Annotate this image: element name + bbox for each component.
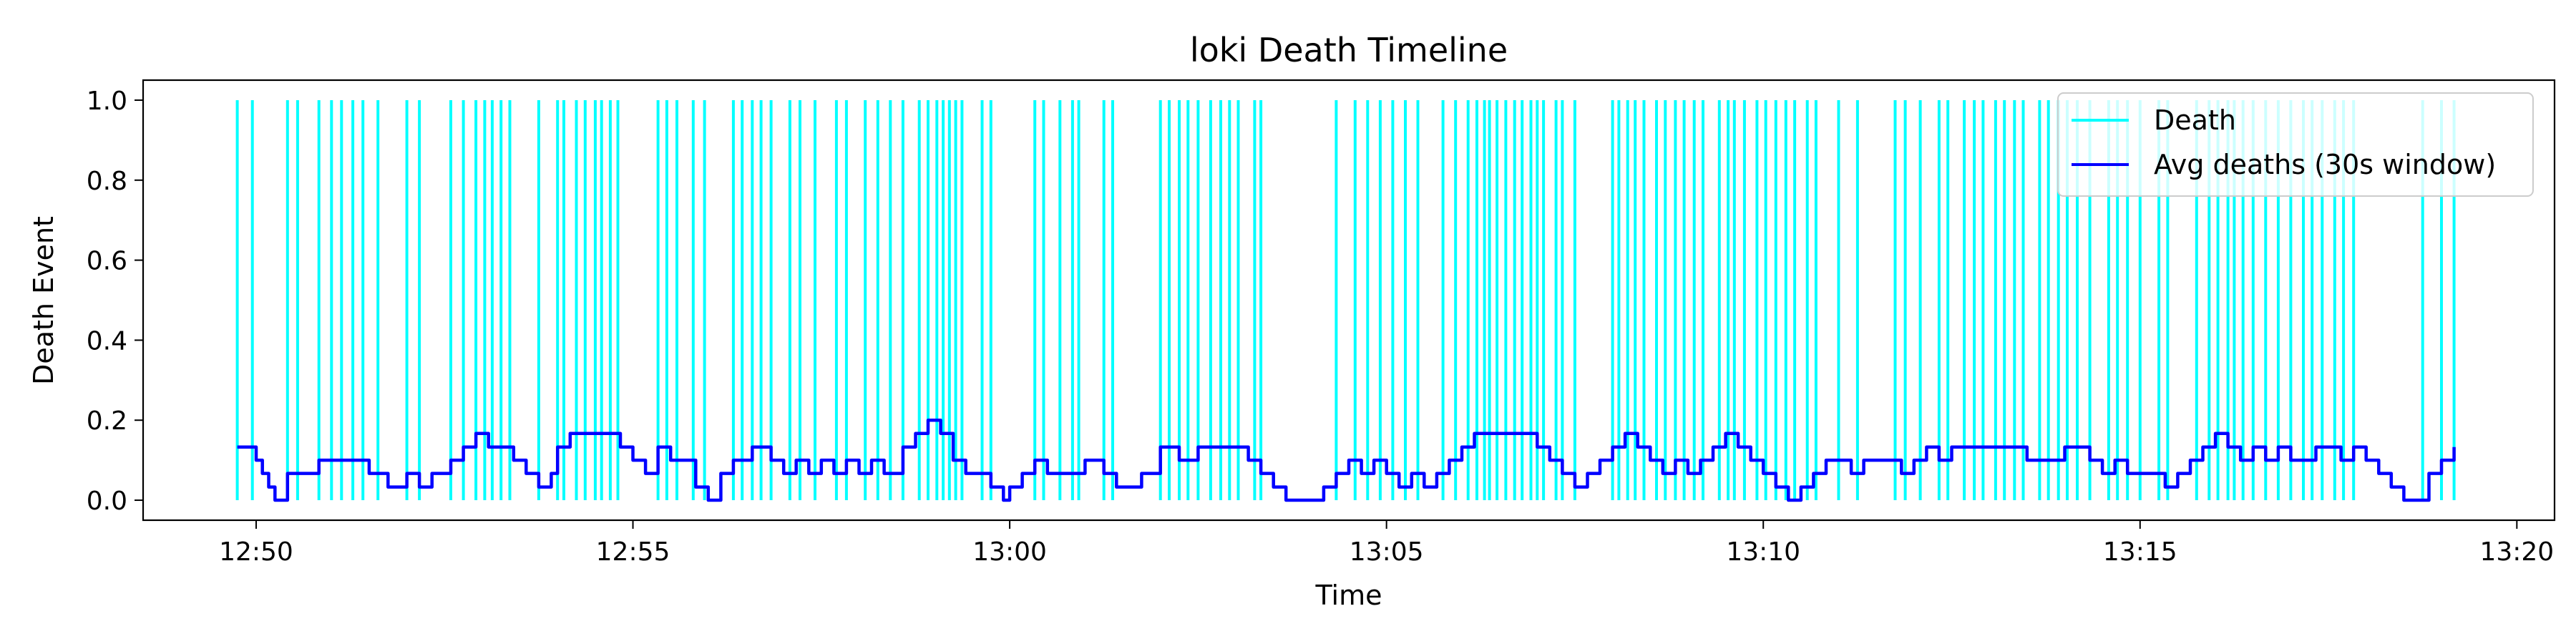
legend-box [2057, 92, 2534, 197]
y-tick-label: 0.8 [87, 167, 127, 196]
x-tick-label: 13:00 [972, 537, 1047, 567]
y-tick-label: 0.6 [87, 247, 127, 276]
legend-label-death: Death [2154, 104, 2236, 136]
avg-series [237, 418, 2456, 502]
x-axis: 12:50 12:55 13:00 13:05 13:10 13:15 13:20 [219, 520, 2554, 567]
y-axis: 0.0 0.2 0.4 0.6 0.8 1.0 [87, 87, 143, 516]
y-tick-label: 0.2 [87, 406, 127, 436]
chart-title: loki Death Timeline [1190, 31, 1508, 69]
legend-label-avg: Avg deaths (30s window) [2154, 149, 2496, 180]
x-axis-title: Time [1315, 580, 1382, 611]
plot-frame [142, 79, 2556, 522]
y-axis-title: Death Event [28, 216, 59, 385]
x-tick-label: 13:15 [2103, 537, 2177, 567]
legend: Death Avg deaths (30s window) [2057, 92, 2534, 197]
x-tick-label: 13:10 [1726, 537, 1800, 567]
x-tick-label: 12:55 [596, 537, 670, 567]
avg-deaths-line [237, 418, 2456, 502]
y-tick-label: 0.0 [87, 487, 127, 516]
y-tick-label: 1.0 [87, 87, 127, 116]
y-tick-label: 0.4 [87, 326, 127, 356]
x-tick-label: 13:20 [2479, 537, 2554, 567]
x-tick-label: 12:50 [219, 537, 293, 567]
x-tick-label: 13:05 [1350, 537, 1424, 567]
